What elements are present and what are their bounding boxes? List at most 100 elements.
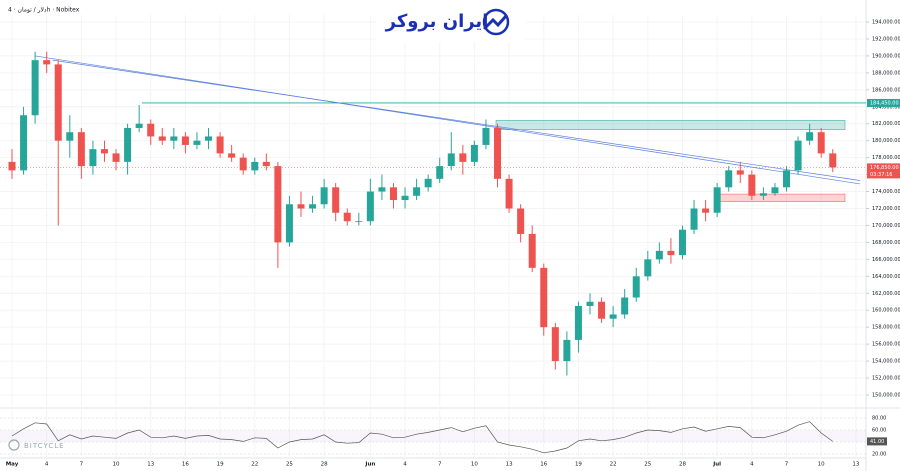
x-tick-label: 16 <box>540 462 547 468</box>
candle-body <box>147 123 155 137</box>
y-tick-label: 168,000.00 <box>872 240 900 246</box>
candle-body <box>401 195 409 201</box>
candle-body <box>181 136 189 145</box>
y-tick-label: 158,000.00 <box>872 325 900 331</box>
candle-body <box>20 115 28 171</box>
y-tick-label: 60.00 <box>872 428 886 434</box>
y-tick-label: 150,000.00 <box>872 393 900 399</box>
x-tick-label: 4 <box>750 462 754 468</box>
x-tick-label: 10 <box>471 462 478 468</box>
y-tick-label: 154,000.00 <box>872 359 900 365</box>
last-price-box <box>867 163 900 179</box>
candle-body <box>598 301 606 319</box>
y-tick-label: 184,000.00 <box>872 104 900 110</box>
candle-body <box>251 161 259 171</box>
candle-body <box>158 136 166 141</box>
candle-body <box>644 259 652 277</box>
x-tick-label: 25 <box>286 462 293 468</box>
candle-body <box>66 132 74 141</box>
candle-body <box>424 178 432 188</box>
candle-body <box>193 140 201 145</box>
level-label-box <box>867 98 900 107</box>
y-tick-label: 164,000.00 <box>872 274 900 280</box>
candle-body <box>505 178 513 209</box>
watermark-icon <box>8 439 20 451</box>
candle-body <box>355 221 363 223</box>
candle-body <box>794 140 802 171</box>
candle-body <box>540 267 548 328</box>
y-tick-label: 162,000.00 <box>872 291 900 297</box>
zone <box>719 193 846 202</box>
candle-body <box>309 204 317 209</box>
candle-body <box>436 166 444 179</box>
x-tick-label: 28 <box>321 462 328 468</box>
candle-body <box>285 204 293 243</box>
x-tick-label: 13 <box>506 462 513 468</box>
candle-body <box>274 166 282 243</box>
candle-body <box>517 208 525 234</box>
candle-body <box>725 170 733 188</box>
y-tick-label: 152,000.00 <box>872 376 900 382</box>
candle-body <box>759 193 767 196</box>
candle-body <box>713 187 721 213</box>
y-tick-label: 190,000.00 <box>872 53 900 59</box>
y-tick-label: 186,000.00 <box>872 87 900 93</box>
x-tick-label: 22 <box>251 462 258 468</box>
watermark: BITCYCLE <box>24 442 65 450</box>
candle-body <box>332 187 340 213</box>
candle-body <box>43 60 51 65</box>
candle-body <box>8 161 16 171</box>
y-tick-label: 182,000.00 <box>872 121 900 127</box>
y-tick-label: 180,000.00 <box>872 138 900 144</box>
candle-body <box>806 132 814 141</box>
x-tick-label: 4 <box>45 462 49 468</box>
candle-body <box>829 153 837 168</box>
y-tick-label: 160,000.00 <box>872 308 900 314</box>
countdown: 03:37:16 <box>870 172 892 178</box>
candle-body <box>459 153 467 162</box>
candle-body <box>31 60 39 116</box>
rsi-last-label: 41.00 <box>870 439 884 445</box>
x-tick-label: 10 <box>113 462 120 468</box>
trendline <box>52 59 861 181</box>
y-tick-label: 166,000.00 <box>872 257 900 263</box>
x-tick-label: 28 <box>679 462 686 468</box>
rsi-last-box <box>867 437 887 446</box>
trendline <box>35 55 861 185</box>
candle-body <box>413 187 421 196</box>
y-tick-label: 194,000.00 <box>872 20 900 26</box>
candle-body <box>378 187 386 192</box>
candle-body <box>89 149 97 167</box>
candle-body <box>494 127 502 179</box>
candle-body <box>563 339 571 362</box>
logo-ring <box>482 8 510 36</box>
candle-body <box>783 170 791 188</box>
candle-body <box>678 229 686 256</box>
candle-body <box>389 187 397 201</box>
y-tick-label: 170,000.00 <box>872 223 900 229</box>
candle-body <box>528 233 536 268</box>
y-tick-label: 20.00 <box>872 452 886 458</box>
candle-body <box>817 132 825 154</box>
x-tick-label: 25 <box>644 462 651 468</box>
candle-body <box>690 208 698 230</box>
candle-body <box>551 327 559 362</box>
logo-icon <box>483 14 508 30</box>
x-tick-label: 7 <box>80 462 84 468</box>
level-label: 184,450.00 <box>870 100 899 106</box>
symbol-title[interactable]: دلار / تومان · 4h · Nobitex <box>8 7 80 14</box>
candle-body <box>702 208 710 213</box>
candle-body <box>482 127 490 145</box>
y-tick-label: 172,000.00 <box>872 206 900 212</box>
x-tick-label: 7 <box>438 462 442 468</box>
y-tick-label: 192,000.00 <box>872 36 900 42</box>
x-tick-label: 16 <box>182 462 189 468</box>
candle-body <box>574 305 582 340</box>
y-tick-label: 178,000.00 <box>872 155 900 161</box>
x-tick-label: 19 <box>217 462 224 468</box>
candle-body <box>77 132 85 167</box>
candle-body <box>667 250 675 256</box>
candle-body <box>216 136 224 154</box>
